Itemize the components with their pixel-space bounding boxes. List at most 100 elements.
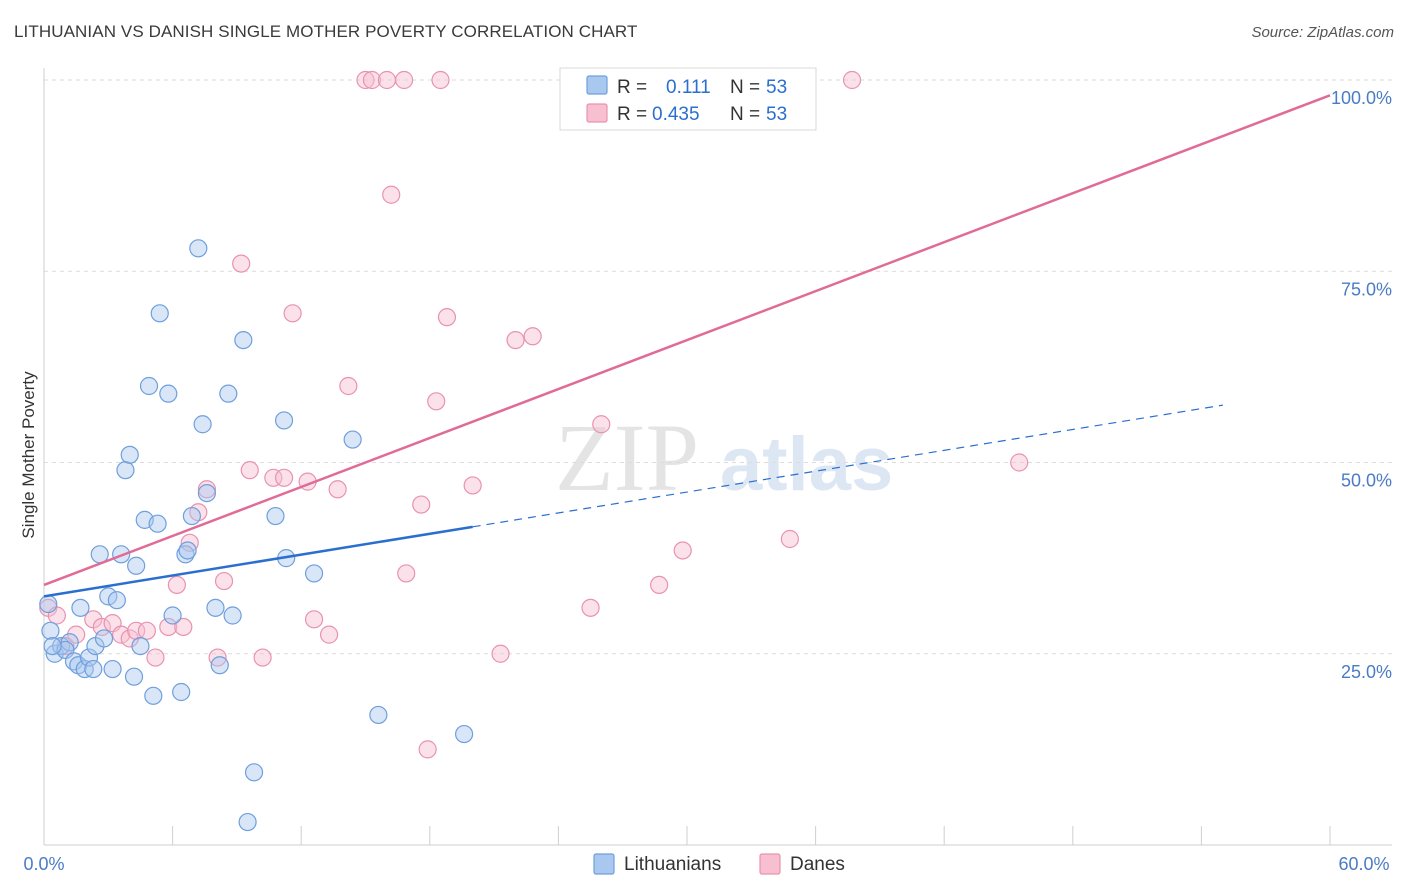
danes-point-27 — [319, 625, 339, 644]
danes-point-50 — [842, 70, 862, 90]
danes-point-12 — [167, 575, 186, 595]
stats-lithuanians-r-value: 0.111 — [666, 77, 711, 98]
y-tick-label-100: 100.0% — [1331, 88, 1392, 108]
lithuanians-point-19 — [120, 445, 139, 464]
danes-point-22 — [264, 468, 283, 487]
lithuanians-point-47 — [304, 564, 324, 583]
y-tick-label-25: 25.0% — [1341, 662, 1392, 682]
lithuanians-point-30 — [172, 682, 191, 702]
stats-lithuanians-r-label: R = — [617, 77, 647, 98]
y-axis-title: Single Mother Poverty — [19, 371, 38, 539]
lithuanians-point-41 — [234, 331, 253, 350]
danes-point-51 — [1010, 453, 1029, 472]
danes-point-21 — [253, 648, 272, 667]
lithuanians-point-38 — [210, 656, 229, 675]
danes-point-10 — [146, 648, 165, 667]
y-tick-label-50: 50.0% — [1341, 471, 1392, 491]
danes-point-37 — [418, 740, 437, 759]
lithuanians-point-16 — [107, 591, 126, 610]
lithuanians-point-37 — [206, 598, 225, 617]
watermark-zip: ZIP — [555, 404, 699, 511]
x-axis-max-label: 60.0% — [1338, 854, 1389, 874]
y-tick-label-75: 75.0% — [1341, 279, 1392, 299]
danes-point-40 — [437, 308, 457, 327]
series-legend: Lithuanians Danes — [593, 853, 845, 875]
stats-danes-r-label: R = — [617, 104, 647, 125]
danes-point-39 — [431, 70, 450, 90]
danes-point-34 — [394, 70, 414, 90]
stats-danes-n-value: 53 — [766, 104, 787, 125]
lithuanians-trend-solid — [43, 525, 473, 598]
lithuanians-point-39 — [219, 384, 238, 403]
danes-point-23 — [274, 468, 294, 487]
watermark: ZIP atlas — [555, 404, 893, 511]
lithuanians-point-27 — [150, 304, 169, 323]
danes-point-4 — [92, 617, 111, 637]
lithuanians-point-36 — [197, 484, 216, 503]
danes-point-44 — [523, 327, 542, 346]
danes-point-33 — [382, 185, 401, 204]
danes-point-45 — [581, 598, 600, 617]
lithuanians-point-7 — [71, 598, 90, 617]
lithuanians-point-43 — [244, 763, 264, 782]
stats-danes-n-label: N = — [730, 104, 760, 125]
danes-point-26 — [304, 610, 324, 629]
gridlines — [44, 79, 1392, 655]
lithuanians-point-32 — [178, 541, 197, 560]
lithuanians-point-26 — [148, 514, 167, 533]
danes-point-46 — [592, 415, 611, 434]
watermark-atlas: atlas — [720, 422, 893, 507]
danes-point-6 — [112, 625, 131, 644]
lithuanians-point-35 — [193, 415, 212, 434]
lithuanians-point-24 — [139, 376, 159, 396]
danes-point-29 — [339, 376, 358, 396]
danes-point-41 — [463, 476, 482, 495]
danes-point-28 — [328, 480, 347, 499]
danes-point-47 — [650, 575, 669, 595]
danes-point-30 — [356, 70, 375, 90]
lithuanians-point-9 — [79, 648, 99, 667]
danes-point-43 — [506, 331, 525, 350]
lithuanians-point-44 — [266, 506, 285, 526]
lithuanians-point-10 — [84, 659, 103, 679]
chart-source: Source: ZipAtlas.com — [1251, 24, 1394, 41]
stats-lithuanians-n-value: 53 — [766, 77, 787, 98]
danes-point-35 — [397, 564, 416, 583]
danes-point-20 — [240, 461, 259, 480]
lithuanians-point-18 — [116, 461, 135, 480]
danes-point-11 — [159, 617, 178, 637]
legend-danes-swatch — [759, 853, 781, 875]
lithuanians-point-51 — [39, 594, 58, 614]
lithuanians-point-21 — [127, 556, 146, 575]
lithuanians-point-15 — [103, 659, 122, 679]
danes-point-36 — [412, 495, 431, 514]
lithuanians-point-14 — [99, 587, 118, 606]
lithuanians-point-40 — [223, 606, 242, 625]
stats-danes-r-value: 0.435 — [652, 104, 700, 125]
lithuanians-point-28 — [159, 384, 178, 403]
x-axis-ticks — [43, 826, 1331, 845]
lithuanians-points — [39, 239, 474, 832]
danes-point-9 — [137, 621, 156, 640]
legend-danes-label: Danes — [790, 854, 845, 875]
lithuanians-point-0 — [41, 621, 60, 640]
danes-trend-line — [43, 94, 1331, 587]
lithuanians-trend-dashed — [472, 404, 1223, 528]
danes-point-24 — [283, 304, 302, 323]
lithuanians-point-25 — [144, 686, 163, 705]
danes-point-13 — [174, 617, 193, 637]
chart-title: LITHUANIAN VS DANISH SINGLE MOTHER POVER… — [14, 22, 638, 41]
lithuanians-point-20 — [124, 667, 144, 686]
danes-point-38 — [427, 392, 446, 411]
danes-point-42 — [491, 644, 510, 663]
danes-point-31 — [362, 70, 382, 90]
lithuanians-point-33 — [182, 506, 201, 526]
danes-point-49 — [780, 529, 799, 549]
lithuanians-point-22 — [131, 636, 150, 656]
x-axis-min-label: 0.0% — [23, 854, 64, 874]
legend-lithuanians-label: Lithuanians — [624, 854, 721, 875]
y-axis-tick-labels: 25.0% 50.0% 75.0% 100.0% — [1331, 88, 1392, 682]
danes-point-19 — [232, 254, 251, 273]
danes-point-16 — [197, 480, 216, 499]
